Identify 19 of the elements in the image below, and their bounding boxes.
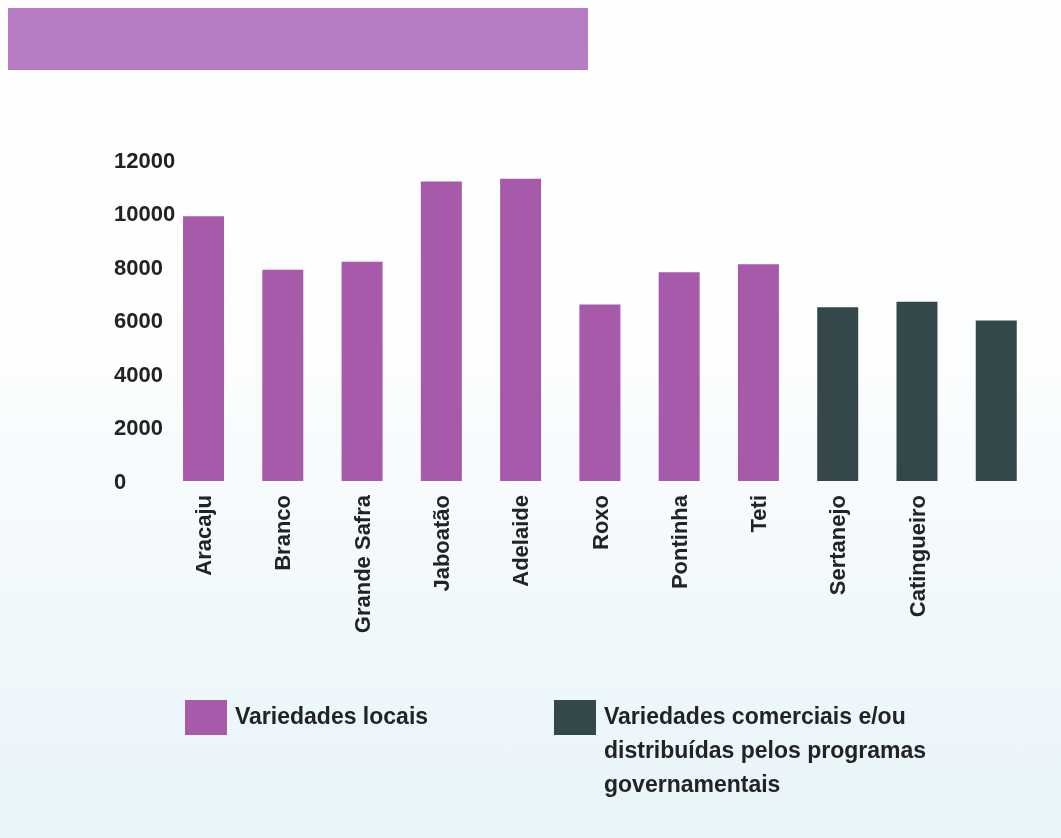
x-tick-label: Teti [746, 495, 772, 533]
x-tick-label: Sertanejo [825, 495, 851, 596]
y-tick-label: 2000 [114, 415, 163, 440]
y-tick-label: 12000 [114, 147, 176, 173]
x-tick-label: Pontinha [666, 494, 692, 590]
x-tick-label: Aracaju [191, 495, 217, 576]
x-tick-label: Jaboatão [428, 495, 454, 592]
y-tick-label: 4000 [114, 361, 163, 387]
y-tick-label: 6000 [114, 308, 163, 333]
x-tick-label: Grande Safra [349, 494, 375, 634]
y-tick-label: 10000 [114, 201, 176, 226]
y-tick-label: 0 [114, 468, 127, 494]
legend-label: Variedades locais [235, 702, 429, 731]
x-tick-label: Adelaide [508, 495, 534, 587]
x-tick-label: Branco [270, 495, 296, 571]
x-tick-label: Roxo [587, 495, 613, 550]
x-tick-label: Catingueiro [904, 495, 930, 618]
legend-label: Variedades comerciais e/ou distribuídas pelos programas governamentais [604, 702, 928, 799]
y-tick-label: 8000 [114, 254, 163, 280]
